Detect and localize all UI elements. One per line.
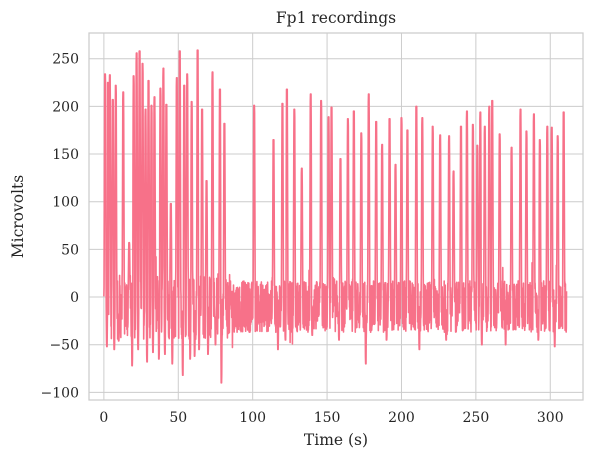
x-tick-label: 250: [463, 410, 490, 426]
plot-frame: [88, 32, 584, 401]
y-tick-labels: −100 −50 0 50 100 150 200 250: [41, 52, 79, 402]
x-tick-label: 150: [314, 410, 341, 426]
x-tick-label: 200: [388, 410, 415, 426]
y-tick-label: −50: [49, 338, 79, 354]
y-tick-label: 250: [52, 52, 79, 68]
x-tick-label: 50: [169, 410, 187, 426]
series-line-fp1: [103, 49, 568, 384]
y-tick-label: 100: [52, 195, 79, 211]
x-tick-label: 0: [99, 410, 108, 426]
y-tick-label: 50: [61, 242, 79, 258]
y-tick-label: −100: [41, 385, 79, 401]
x-axis-label: Time (s): [304, 431, 368, 449]
chart-title: Fp1 recordings: [276, 9, 396, 27]
y-tick-label: 150: [52, 147, 79, 163]
y-axis-label: Microvolts: [9, 175, 27, 259]
series-layer: [103, 49, 568, 384]
x-tick-label: 300: [537, 410, 564, 426]
y-tick-label: 0: [70, 290, 79, 306]
y-tick-label: 200: [52, 99, 79, 115]
x-tick-label: 100: [239, 410, 266, 426]
x-tick-labels: 0 50 100 150 200 250 300: [99, 410, 563, 426]
